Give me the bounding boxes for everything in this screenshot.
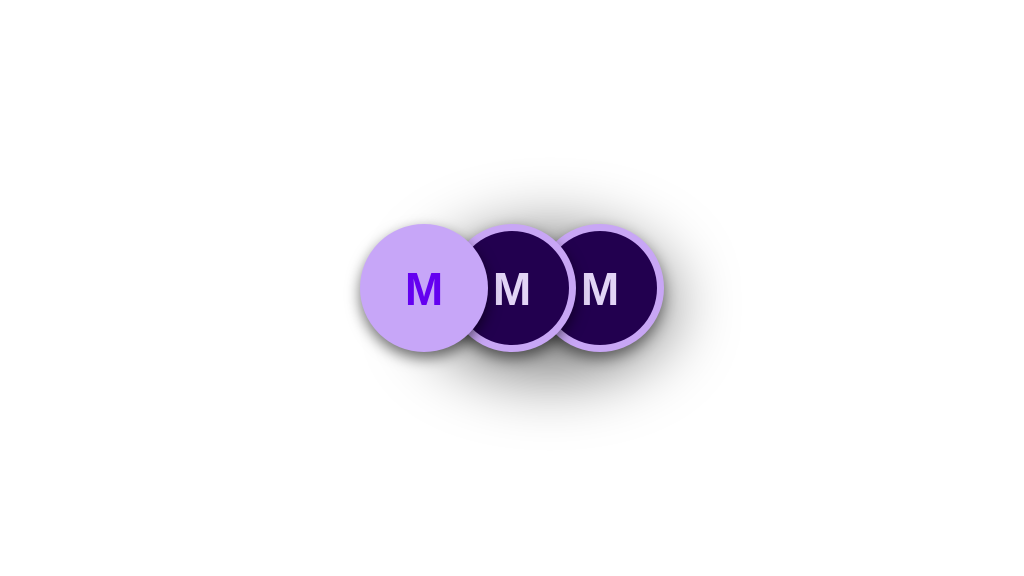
avatar-group: M M M (360, 224, 670, 374)
avatar-3-initial: M (580, 263, 620, 315)
avatar-1[interactable]: M (360, 224, 488, 352)
avatar-1-initial: M (404, 263, 444, 315)
avatar-2-initial: M (492, 263, 532, 315)
